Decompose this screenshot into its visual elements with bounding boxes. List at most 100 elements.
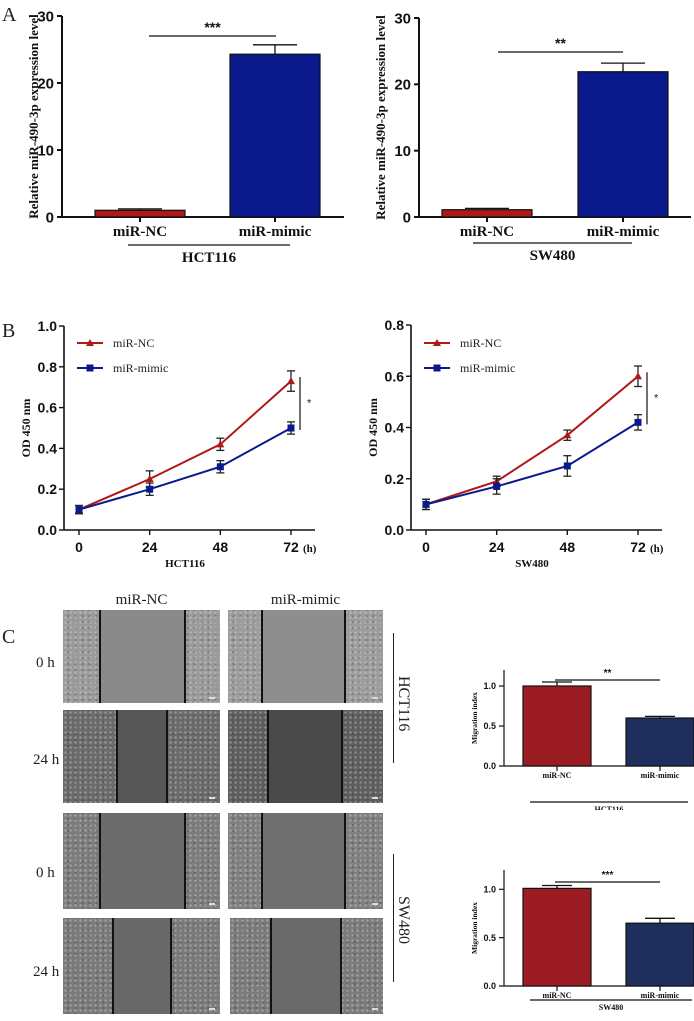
group-label-hct116: HCT116 <box>395 676 412 732</box>
row-label-time: 24 h <box>33 752 60 768</box>
y-axis-label: OD 450 nm <box>19 399 33 458</box>
wound-edge-line <box>184 610 186 703</box>
x-tick-label: 0 <box>75 539 83 555</box>
y-tick-label: 0.4 <box>38 440 58 456</box>
x-unit-label: (h) <box>303 543 317 555</box>
significance-marker: *** <box>204 19 221 35</box>
data-point-square <box>422 500 430 508</box>
bar-mir-mimic <box>577 71 669 218</box>
chart-a-sw480: 0 10 20 30 Relative miR-490-3p expression le… <box>373 10 691 264</box>
y-axis-label: Relative miR-490-3p expression level <box>373 15 388 220</box>
wound-edge-line <box>166 710 168 803</box>
y-tick-label: 0.6 <box>385 368 405 384</box>
y-tick-label: 0 <box>46 209 54 226</box>
y-tick-label: 0.2 <box>385 471 405 487</box>
y-tick-label: 10 <box>394 143 411 160</box>
y-tick-label: 30 <box>37 8 54 25</box>
bar-mir-nc <box>522 887 592 987</box>
series-line-mir-nc <box>78 380 292 511</box>
scale-bar <box>372 1008 378 1010</box>
wound-gap <box>262 813 345 909</box>
wound-gap <box>113 918 171 1014</box>
significance-marker: * <box>307 398 312 410</box>
x-category-label: miR-mimic <box>641 991 680 1000</box>
y-tick-label: 0.4 <box>385 420 405 436</box>
y-tick-label: 0.0 <box>483 981 496 991</box>
series-line-mir-mimic <box>78 427 292 511</box>
data-point-square <box>75 506 83 514</box>
wound-gap <box>117 710 167 803</box>
row-label-time: 0 h <box>36 865 55 881</box>
series-line-mir-nc <box>425 375 639 506</box>
y-axis-label: Relative miR-490-3p expression level <box>26 14 41 219</box>
scale-bar <box>372 797 378 799</box>
x-tick-label: 0 <box>422 539 430 555</box>
significance-marker: ** <box>604 668 612 679</box>
wound-edge-line <box>184 813 186 909</box>
y-tick-label: 1.0 <box>483 884 496 894</box>
x-category-label: miR-NC <box>543 991 572 1000</box>
wound-gap <box>268 710 342 803</box>
x-axis-label: SW480 <box>515 558 549 570</box>
legend-label: miR-NC <box>460 336 501 350</box>
y-tick-label: 0.6 <box>38 400 58 416</box>
data-point-square <box>146 485 154 493</box>
micrograph-image <box>63 710 220 803</box>
x-axis-label: HCT116 <box>595 805 624 810</box>
y-tick-label: 0.5 <box>483 933 496 943</box>
x-axis-label: SW480 <box>599 1003 623 1012</box>
x-category-label: miR-NC <box>460 224 514 240</box>
x-axis-label: SW480 <box>530 248 576 264</box>
y-axis-label: Migration index <box>470 902 479 954</box>
data-point-square <box>216 463 224 471</box>
wound-gap <box>262 610 345 703</box>
y-tick-label: 1.0 <box>38 318 58 334</box>
y-tick-label: 0.8 <box>38 359 58 375</box>
wound-edge-line <box>261 813 263 909</box>
x-category-label: miR-NC <box>543 771 572 780</box>
chart-c-hct116: 0.0 0.5 1.0 Migration index miR-NC miR-mimic H… <box>470 668 694 810</box>
bar-mir-nc <box>522 685 592 767</box>
y-tick-label: 0.8 <box>385 317 405 333</box>
wound-edge-line <box>261 610 263 703</box>
legend-label: miR-NC <box>113 336 154 350</box>
x-tick-label: 72 <box>283 539 299 555</box>
y-tick-label: 30 <box>394 10 411 27</box>
y-tick-label: 1.0 <box>483 681 496 691</box>
wound-edge-line <box>112 918 114 1014</box>
data-point-triangle <box>287 377 295 385</box>
y-tick-label: 0 <box>403 209 411 226</box>
scale-bar <box>209 697 215 699</box>
data-point-triangle <box>216 440 225 448</box>
y-tick-label: 0.0 <box>38 522 58 538</box>
micrograph-image <box>228 610 383 703</box>
data-point-triangle <box>563 431 572 439</box>
x-category-label: miR-mimic <box>587 224 660 240</box>
bar-mir-nc <box>441 209 533 218</box>
wound-edge-line <box>270 918 272 1014</box>
chart-c-sw480: 0.0 0.5 1.0 Migration index miR-NC miR-mimic S… <box>470 870 694 1012</box>
legend-marker-triangle <box>86 339 94 346</box>
wound-gap <box>100 813 185 909</box>
wound-edge-line <box>116 710 118 803</box>
scale-bar <box>209 903 215 905</box>
series-line-mir-mimic <box>425 421 639 506</box>
x-tick-label: 24 <box>489 539 505 555</box>
legend-marker-triangle <box>433 339 441 346</box>
column-label-mir-nc: miR-NC <box>115 592 168 608</box>
x-tick-label: 24 <box>142 539 158 555</box>
legend-marker-square <box>86 364 94 372</box>
micrograph-image <box>230 918 383 1014</box>
y-tick-label: 0.2 <box>38 481 58 497</box>
data-point-square <box>634 418 642 426</box>
data-point-triangle <box>145 475 154 482</box>
y-tick-label: 20 <box>37 75 54 92</box>
wound-edge-line <box>344 813 346 909</box>
micrograph-image <box>63 918 220 1014</box>
bar-mir-nc <box>94 209 186 218</box>
micrograph-image <box>63 813 220 909</box>
group-bracket-hct116 <box>393 633 394 763</box>
x-category-label: miR-mimic <box>239 224 312 240</box>
wound-edge-line <box>267 710 269 803</box>
y-tick-label: 0.5 <box>483 721 496 731</box>
